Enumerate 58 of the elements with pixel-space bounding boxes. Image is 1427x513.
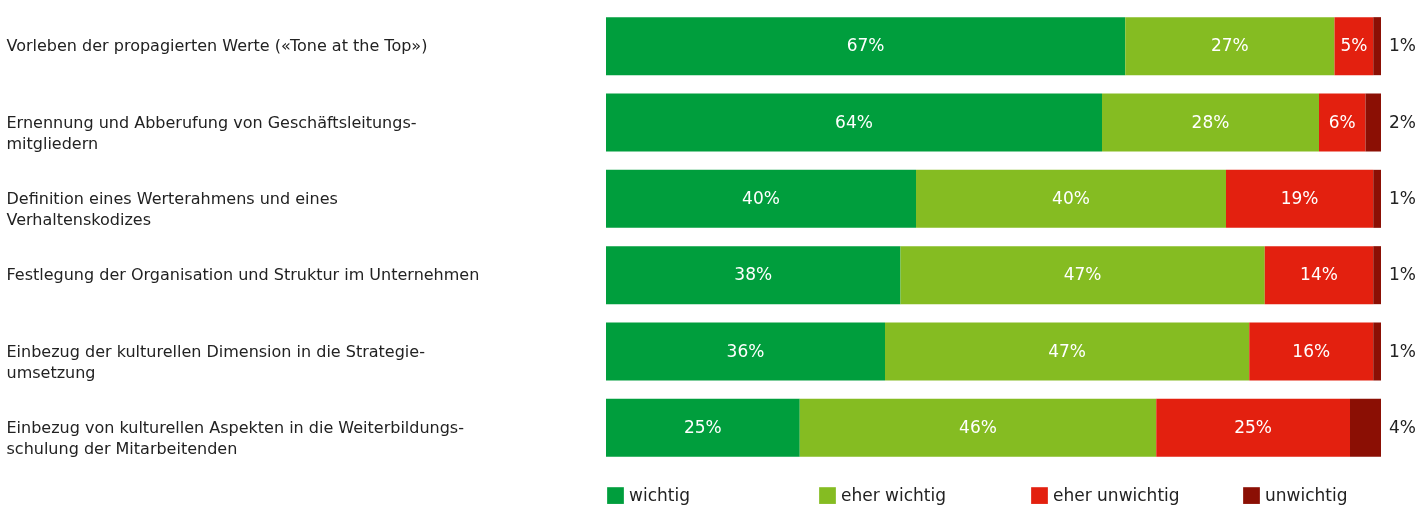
y-tick-label: Definition eines Werterahmens und eines Verhaltenskodizes [6,188,338,229]
data-label: 19% [1280,187,1319,208]
bar [606,169,916,228]
bar [606,322,885,381]
bar [1249,322,1374,381]
y-tick-label: Ernennung und Abberufung von Geschäftsleitungs- mitgliedern [6,112,417,153]
bar [606,246,901,305]
bar [900,246,1265,305]
bar [1125,17,1335,76]
data-label: 25% [683,416,722,437]
legend-label: unwichtig [1265,484,1348,505]
bar [1373,17,1381,76]
bar [799,398,1157,457]
bar [1373,169,1381,228]
bar [1334,17,1374,76]
bar [916,169,1226,228]
y-tick-label: Einbezug der kulturellen Dimension in die Strategie- umsetzung [6,341,425,382]
data-label: 47% [1048,340,1087,361]
bar [1365,93,1381,152]
bar [885,322,1250,381]
data-label: 64% [835,111,873,132]
bar [1102,93,1319,152]
data-label: 40% [742,187,780,208]
data-label: 1% [1389,264,1416,285]
legend-label: wichtig [629,484,690,505]
bar [1350,398,1381,457]
bar [1264,246,1374,305]
data-label: 6% [1328,111,1356,132]
bar [606,17,1126,76]
data-label: 1% [1389,35,1416,56]
data-label: 28% [1191,111,1230,132]
bar [1373,246,1381,305]
bar [1319,93,1366,152]
bar [1156,398,1350,457]
data-label: 25% [1234,416,1273,437]
data-label: 67% [846,35,885,56]
data-label: 16% [1292,340,1331,361]
data-label: 38% [734,264,773,285]
data-label: 40% [1052,187,1090,208]
legend-label: eher wichtig [841,484,947,505]
legend-label: eher unwichtig [1053,484,1180,505]
data-label: 47% [1063,264,1102,285]
bar [606,93,1102,152]
y-tick-label: Vorleben der propagierten Werte («Tone at the Top») [6,36,428,56]
data-label: 46% [959,416,997,437]
bar [1226,169,1374,228]
data-label: 2% [1389,111,1416,132]
data-label: 1% [1389,187,1416,208]
data-label: 5% [1340,35,1368,56]
y-tick-label: Einbezug von kulturellen Aspekten in die Weiterbildungs- schulung der Mitarbeitenden [6,417,464,458]
data-label: 27% [1210,35,1249,56]
bar [606,398,800,457]
y-tick-label: Festlegung der Organisation und Struktur im Unternehmen [6,265,480,285]
bar [1373,322,1381,381]
data-label: 36% [726,340,765,361]
data-label: 1% [1389,340,1416,361]
data-label: 14% [1300,264,1338,285]
data-label: 4% [1389,416,1416,437]
